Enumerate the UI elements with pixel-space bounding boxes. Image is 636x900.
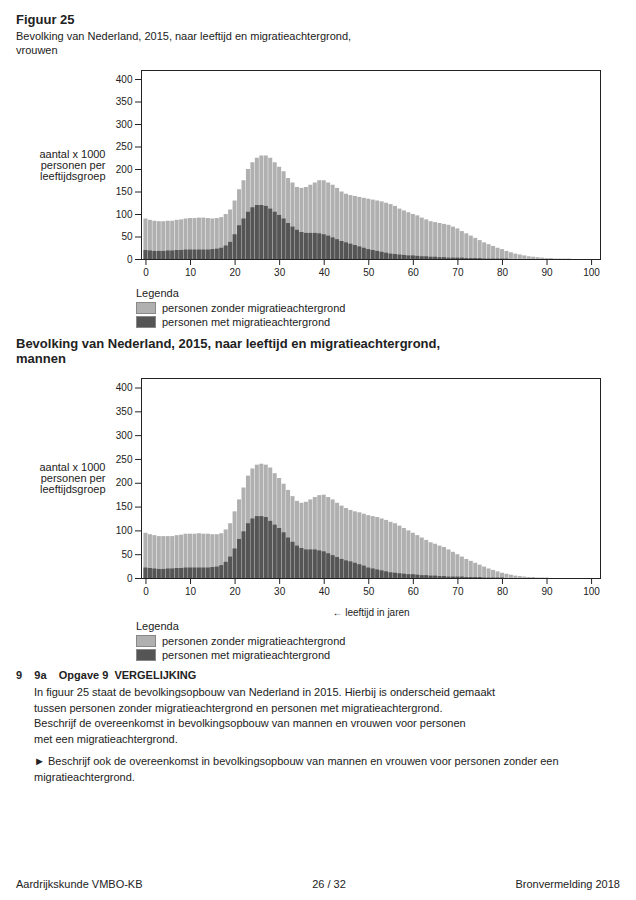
svg-text:300: 300 [116,429,133,440]
svg-text:200: 200 [116,477,133,488]
html-text:26 / 32: 26 / 32 [312,878,346,890]
svg-text:150: 150 [116,186,133,197]
svg-text:300: 300 [116,118,133,129]
svg-text:30: 30 [274,585,286,596]
html-text:Beschrijf de overeenkomst in b: Beschrijf de overeenkomst in bevolkingso… [34,717,466,730]
svg-text:100: 100 [116,525,133,536]
svg-text:40: 40 [319,266,331,277]
html-text:tussen personen zonder migrati: tussen personen zonder migratieachtergro… [34,701,443,714]
svg-text:400: 400 [116,73,133,84]
html-text:personen met migratieachtergro: personen met migratieachtergrond [162,648,331,661]
svg-text:0: 0 [127,572,133,583]
svg-text:60: 60 [408,266,420,277]
svg-text:100: 100 [583,585,600,596]
svg-text:200: 200 [116,163,133,174]
html-text:personen zonder migratieachter: personen zonder migratieachtergrond [162,301,346,314]
svg-text:250: 250 [116,141,133,152]
svg-text:10: 10 [185,585,197,596]
html-text:personen met migratieachtergro: personen met migratieachtergrond [162,315,331,328]
svg-text:90: 90 [541,266,553,277]
svg-text:400: 400 [116,382,133,393]
svg-text:aantal x 1000personen perleeft: aantal x 1000personen perleeftijdsgroep [39,147,105,181]
html-text:Legenda: Legenda [136,619,179,632]
svg-text:20: 20 [230,585,242,596]
svg-text:aantal x 1000personen perleeft: aantal x 1000personen perleeftijdsgroep [39,461,105,495]
html-text:Bevolking van Nederland, 2015,: Bevolking van Nederland, 2015, naar leef… [16,30,352,57]
svg-text:50: 50 [121,231,133,242]
svg-text:20: 20 [230,266,242,277]
html-text:Bevolking van Nederland, 2015,: Bevolking van Nederland, 2015, naar leef… [16,335,441,366]
html-text:► Beschrijf ook de overeenkoms: ► Beschrijf ook de overeenkomst in bevol… [34,755,559,784]
svg-text:50: 50 [121,548,133,559]
html-text:Bronvermelding 2018: Bronvermelding 2018 [515,878,620,890]
svg-text:70: 70 [452,266,464,277]
svg-text:100: 100 [116,208,133,219]
html-text:9 9a Opgave 9 VERGELIJKING: 9 9a Opgave 9 VERGELIJKING [16,668,197,681]
html-text:Legenda: Legenda [136,286,179,299]
svg-text:0: 0 [143,266,149,277]
svg-text:150: 150 [116,501,133,512]
svg-text:80: 80 [497,266,509,277]
svg-text:250: 250 [116,453,133,464]
html-text:Figuur 25: Figuur 25 [16,12,75,27]
svg-text:50: 50 [363,585,375,596]
svg-text:10: 10 [185,266,197,277]
svg-text:80: 80 [497,585,509,596]
svg-text:350: 350 [116,96,133,107]
svg-text:60: 60 [408,585,420,596]
html-text:personen zonder migratieachter: personen zonder migratieachtergrond [162,634,346,647]
svg-text:← leeftijd in jaren: ← leeftijd in jaren [332,606,409,617]
html-text:In figuur 25 staat de bevolkin: In figuur 25 staat de bevolkingsopbouw v… [34,685,496,698]
svg-text:0: 0 [143,585,149,596]
html-text:Aardrijkskunde VMBO-KB: Aardrijkskunde VMBO-KB [16,878,143,890]
svg-text:50: 50 [363,266,375,277]
svg-text:70: 70 [452,585,464,596]
svg-text:30: 30 [274,266,286,277]
svg-text:350: 350 [116,406,133,417]
svg-text:100: 100 [583,266,600,277]
svg-text:0: 0 [127,253,133,264]
html-text:met een migratieachtergrond.: met een migratieachtergrond. [34,733,178,746]
svg-text:40: 40 [319,585,331,596]
svg-text:90: 90 [541,585,553,596]
